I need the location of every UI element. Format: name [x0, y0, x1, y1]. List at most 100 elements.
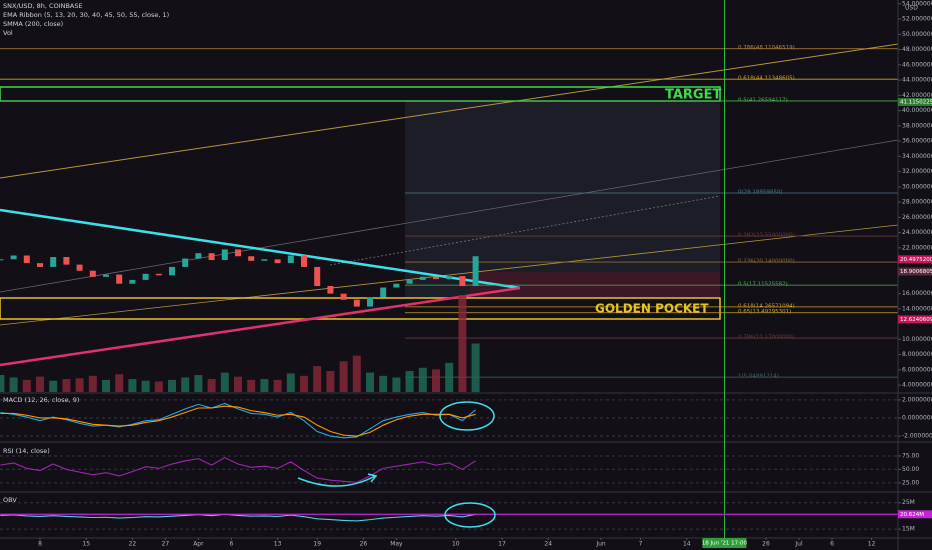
- price-tag: 12.62406097: [900, 317, 932, 323]
- fib-label: 0.786(10.17000000): [738, 335, 795, 341]
- y-tick-label: 42.00000000: [902, 92, 932, 99]
- x-tick-label: 13: [274, 541, 282, 548]
- candle: [419, 276, 426, 280]
- candle: [89, 270, 96, 277]
- x-tick-label: May: [390, 541, 403, 548]
- candle: [129, 279, 136, 284]
- volume-bar: [88, 375, 97, 392]
- y-tick-label: 50.00000000: [902, 31, 932, 38]
- candle: [50, 257, 57, 267]
- x-tick-label: 19: [313, 541, 321, 548]
- pane-title: MACD (12, 26, close, 9): [3, 396, 79, 404]
- x-tick-label: 12: [868, 541, 876, 548]
- currency: USD: [905, 5, 918, 12]
- candle: [63, 257, 70, 265]
- y-tick-label: 54.00000000: [902, 0, 932, 7]
- volume-bar: [115, 374, 124, 392]
- candle: [433, 276, 439, 280]
- y-tick-label: 24.00000000: [902, 229, 932, 236]
- volume-bar: [247, 379, 256, 392]
- x-tick-label: 27: [162, 541, 170, 548]
- volume-bar: [75, 378, 84, 392]
- volume-bar: [102, 379, 110, 392]
- fib-label: 0(29.18959850): [738, 190, 783, 196]
- volume-bar: [154, 381, 163, 392]
- candle: [459, 276, 466, 286]
- volume-bar: [432, 369, 440, 392]
- fib-label: 1(5.04891214): [738, 374, 779, 380]
- volume-bar: [418, 367, 427, 392]
- fib-label: 0.5(41.26594117): [738, 97, 788, 103]
- candle: [142, 273, 149, 280]
- last-value-bg: [898, 510, 932, 519]
- y-tick-label: 48.00000000: [902, 46, 932, 53]
- volume-bar: [9, 377, 18, 392]
- y-tick-label: 6.00000000: [902, 366, 932, 373]
- fib-label: 0.5(17.11525582): [738, 282, 788, 288]
- y-tick-label: 26.00000000: [902, 214, 932, 221]
- chart-title: SNX/USD, 8h, COINBASE: [3, 2, 83, 10]
- candle: [116, 274, 123, 284]
- crosshair-label: 18 Jun '21 17:00: [702, 541, 748, 547]
- fib-label: 0.236(20.14000000): [738, 259, 795, 265]
- volume-bar: [220, 372, 229, 392]
- volume-bar: [286, 373, 295, 392]
- channel-line: [0, 224, 899, 326]
- channel-line: [0, 43, 899, 179]
- x-tick-label: 6: [830, 541, 834, 548]
- candle: [37, 263, 43, 267]
- volume-bar: [0, 375, 5, 392]
- x-tick-label: 22: [129, 541, 137, 548]
- fib-label: 0.65(13.49295301): [738, 309, 791, 315]
- y-tick-label: 16.00000000: [902, 290, 932, 297]
- volume-bar: [405, 370, 414, 392]
- volume-bar: [260, 379, 269, 392]
- candle: [23, 255, 30, 264]
- x-tick-label: Jul: [794, 541, 803, 548]
- crosshair-label-bg: [702, 538, 747, 548]
- x-tick-label: 6: [229, 541, 233, 548]
- y-tick-label: 25.00: [902, 479, 919, 486]
- arrow-head: [367, 473, 378, 483]
- x-tick-label: 17: [498, 541, 506, 548]
- x-tick-label: 15: [82, 541, 90, 548]
- y-tick-label: -2.00000000: [902, 433, 932, 440]
- projection-zone: [405, 101, 720, 298]
- golden-pocket-box: [0, 297, 721, 320]
- price-tag-bg: [898, 255, 932, 264]
- candle: [235, 249, 241, 257]
- support-trendline: [0, 286, 521, 367]
- y-tick-label: 46.00000000: [902, 61, 932, 68]
- volume-bar: [366, 372, 374, 392]
- volume-bar: [458, 295, 467, 392]
- pane-title: RSI (14, close): [3, 447, 50, 455]
- y-tick-label: 8.00000000: [902, 351, 932, 358]
- volume-bar: [128, 379, 137, 392]
- y-tick-label: 2.00000000: [902, 396, 932, 403]
- annotation: GOLDEN POCKET: [595, 302, 709, 316]
- candle: [261, 259, 268, 261]
- y-tick-label: 14.00000000: [902, 305, 932, 312]
- indicator: Vol: [3, 29, 13, 37]
- volume-bar: [313, 366, 322, 392]
- y-tick-label: 44.00000000: [902, 77, 932, 84]
- volume-bar: [273, 379, 282, 392]
- price-tag: 41.11502256: [900, 100, 932, 106]
- x-tick-label: 26: [762, 541, 770, 548]
- volume-bar: [62, 379, 71, 392]
- x-tick-label: Jun: [595, 541, 606, 548]
- price-tag: 20.49752000: [900, 257, 932, 263]
- y-tick-label: 40.00000000: [902, 107, 932, 114]
- indicator: EMA Ribbon (5, 13, 20, 30, 40, 45, 50, 5…: [3, 11, 169, 19]
- candle: [274, 259, 281, 264]
- x-tick-label: 14: [683, 541, 691, 548]
- fib-label: 0.618(14.26571094): [738, 303, 795, 309]
- volume-bar: [300, 375, 308, 392]
- indicator-line: [0, 456, 476, 483]
- volume-bar: [181, 377, 190, 392]
- candle: [208, 253, 215, 261]
- volume-bar: [141, 380, 150, 392]
- indicator-line: [0, 402, 476, 439]
- candle: [353, 299, 360, 307]
